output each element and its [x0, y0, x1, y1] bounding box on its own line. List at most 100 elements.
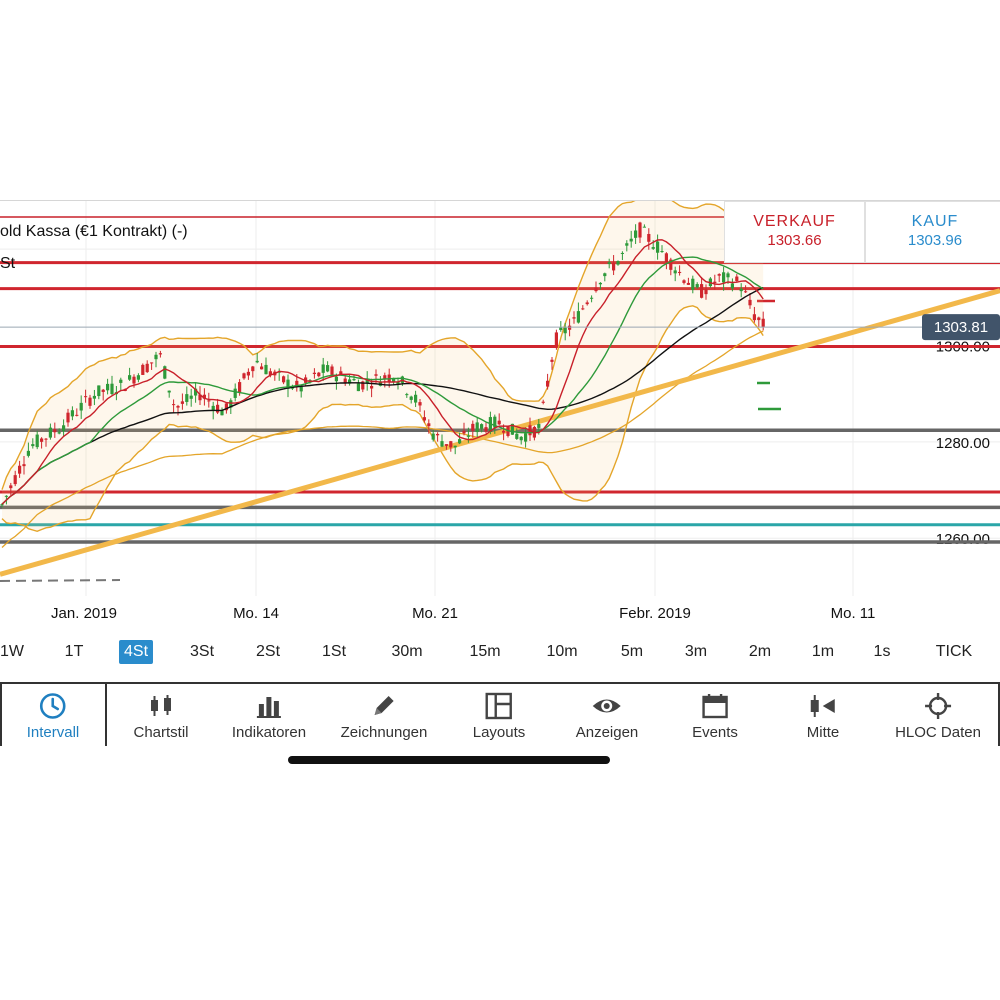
candle-body [744, 291, 748, 293]
candle-body [515, 433, 519, 439]
bar-chart-icon [232, 692, 306, 720]
candle-body [334, 376, 338, 382]
candle-body [92, 395, 96, 399]
calendar-icon [692, 692, 738, 720]
candle-body [392, 378, 396, 383]
candle-body [502, 430, 506, 433]
sell-button[interactable]: VERKAUF 1303.66 [724, 201, 865, 263]
toolbar-label: Intervall [26, 724, 80, 741]
toolbar-chartstil-button[interactable]: Chartstil [133, 692, 189, 741]
candle-body [576, 311, 580, 323]
candle-body [150, 362, 154, 364]
candle-body [682, 280, 686, 283]
interval-1st[interactable]: 1St [321, 643, 347, 660]
bollinger-fill [2, 201, 764, 532]
candle-body [387, 374, 391, 382]
candle-body [106, 383, 110, 391]
x-tick-label: Mo. 14 [233, 605, 279, 621]
interval-tick[interactable]: TICK [935, 643, 973, 660]
candle-body [167, 390, 171, 393]
candle-body [330, 366, 334, 375]
interval-10m[interactable]: 10m [546, 643, 578, 660]
interval-1t[interactable]: 1T [64, 643, 84, 660]
interval-1w[interactable]: 1W [0, 643, 24, 660]
candle-body [290, 387, 294, 389]
candle-body [396, 381, 400, 385]
candle-body [748, 299, 752, 306]
candle-body [493, 416, 497, 428]
candle-body [383, 375, 387, 380]
candle-body [752, 314, 756, 321]
toolbar-divider [998, 684, 1000, 746]
interval-30m[interactable]: 30m [391, 643, 423, 660]
toolbar-zeichnungen-button[interactable]: Zeichnungen [341, 692, 427, 741]
toolbar-label: Layouts [472, 724, 526, 741]
candle-body [154, 354, 158, 360]
ma-slow-line [1, 287, 764, 505]
candle-body [163, 366, 167, 379]
candle-body [739, 288, 743, 292]
candle-body [198, 394, 202, 401]
interval-3st[interactable]: 3St [189, 643, 215, 660]
interval-15m[interactable]: 15m [469, 643, 501, 660]
toolbar-indikatoren-button[interactable]: Indikatoren [232, 692, 306, 741]
candle-body [211, 405, 215, 411]
eye-icon [576, 692, 639, 720]
interval-1m[interactable]: 1m [811, 643, 835, 660]
candle-body [664, 253, 668, 263]
candle-body [563, 327, 567, 334]
layout-icon [473, 692, 526, 720]
interval-3m[interactable]: 3m [684, 643, 708, 660]
x-tick-label: Mo. 21 [412, 605, 458, 621]
ma-mid-line [1, 256, 764, 505]
candle-body [22, 464, 26, 467]
candle-body [418, 402, 422, 406]
candle-body [18, 465, 22, 474]
candle-body [414, 394, 418, 403]
candle-body [189, 395, 193, 399]
toolbar-mitte-button[interactable]: Mitte [807, 692, 840, 741]
candle-body [581, 308, 585, 310]
candle-body [202, 394, 206, 399]
toolbar-layouts-button[interactable]: Layouts [472, 692, 526, 741]
candle-body [88, 397, 92, 406]
candle-body [616, 260, 620, 265]
y-tick-label: 1260.00 [936, 531, 990, 548]
candle-body [700, 284, 704, 298]
clock-icon [27, 692, 80, 720]
candle-body [695, 284, 699, 288]
interval-2m[interactable]: 2m [748, 643, 772, 660]
toolbar-anzeigen-button[interactable]: Anzeigen [576, 692, 639, 741]
sell-price: 1303.66 [767, 232, 822, 249]
candle-body [691, 278, 695, 290]
interval-5m[interactable]: 5m [620, 643, 644, 660]
candle-body [669, 259, 673, 270]
candle-body [484, 427, 488, 432]
candle-body [673, 270, 677, 274]
candle-body [405, 394, 409, 396]
candle-body [321, 364, 325, 373]
interval-4st[interactable]: 4St [118, 640, 154, 664]
candle-body [84, 396, 88, 398]
center-icon [807, 692, 840, 720]
candle-body [229, 400, 233, 408]
candle-body [295, 380, 299, 386]
candle-body [31, 444, 35, 447]
toolbar-intervall-button[interactable]: Intervall [26, 692, 80, 741]
candle-body [44, 438, 48, 440]
toolbar-events-button[interactable]: Events [692, 692, 738, 741]
bollinger-upper-line [1, 201, 764, 490]
candle-body [422, 417, 426, 421]
candle-body [172, 404, 176, 406]
dashed-level-line [0, 579, 121, 582]
buy-button[interactable]: KAUF 1303.96 [865, 201, 1000, 263]
candle-body [352, 379, 356, 381]
interval-1s[interactable]: 1s [873, 643, 891, 660]
candle-body [612, 262, 616, 271]
toolbar-hloc-button[interactable]: HLOC Daten [895, 692, 981, 741]
candle-body [488, 417, 492, 433]
interval-2st[interactable]: 2St [255, 643, 281, 660]
candle-body [497, 420, 501, 425]
